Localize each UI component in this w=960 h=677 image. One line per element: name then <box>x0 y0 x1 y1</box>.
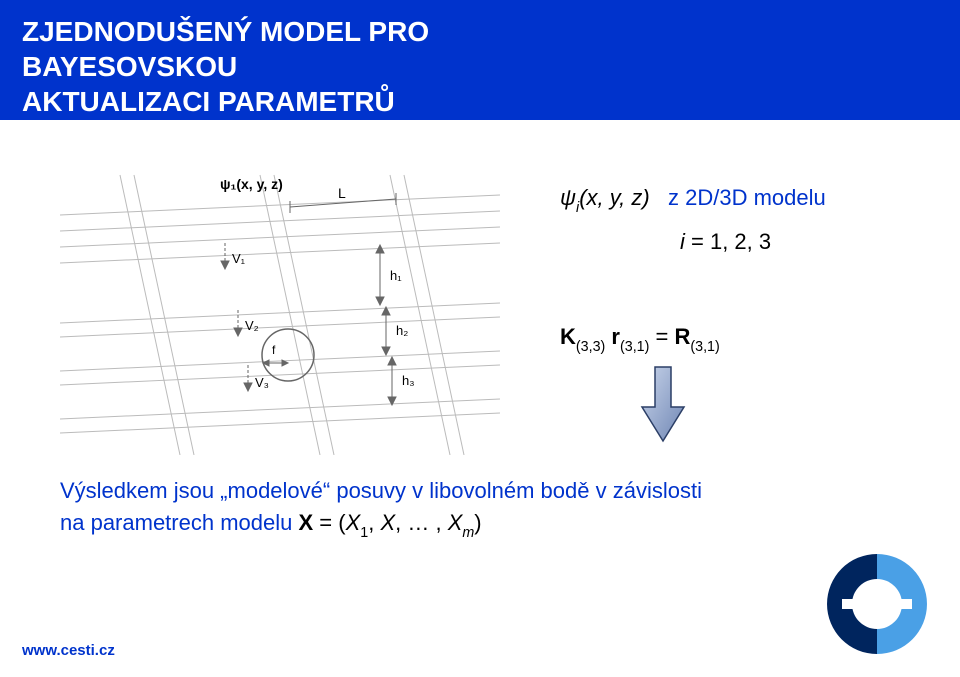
result-x-eq: X = (X1, X, … , Xm) <box>298 510 481 535</box>
psi-line: ψi(x, y, z) z 2D/3D modelu <box>560 180 920 218</box>
h1-label: h₁ <box>390 268 402 283</box>
title-line-1: ZJEDNODUŠENÝ MODEL PRO BAYESOVSKOU <box>22 16 429 82</box>
v3-label: V₃ <box>255 375 269 390</box>
tunnel-circle <box>262 329 314 381</box>
layer-diagram: f L ψ₁(x, y, z) V₁ V₂ V₃ <box>60 155 500 455</box>
v1-label: V₁ <box>232 251 246 266</box>
h3-label: h₃ <box>402 373 415 388</box>
l-label: L <box>338 185 346 201</box>
model-text: z 2D/3D modelu <box>668 185 826 210</box>
i-line: i = 1, 2, 3 <box>560 224 920 259</box>
page-title: ZJEDNODUŠENÝ MODEL PRO BAYESOVSKOU AKTUA… <box>22 14 558 119</box>
arrow-down-icon <box>640 365 686 448</box>
title-side-bar <box>580 0 960 120</box>
footer-url: www.cesti.cz <box>22 642 115 659</box>
result-line-2-prefix: na parametrech modelu <box>60 510 298 535</box>
math-block: ψi(x, y, z) z 2D/3D modelu i = 1, 2, 3 K… <box>560 180 920 358</box>
h2-label: h₂ <box>396 323 408 338</box>
layer-diagram-svg: f L ψ₁(x, y, z) V₁ V₂ V₃ <box>60 155 500 455</box>
psi-label: ψ₁(x, y, z) <box>220 176 283 192</box>
v2-label: V₂ <box>245 318 259 333</box>
f-label: f <box>272 343 276 357</box>
result-text: Výsledkem jsou „modelové“ posuvy v libov… <box>60 475 900 542</box>
matrix-eq: K(3,3) r(3,1) = R(3,1) <box>560 319 920 357</box>
brand-logo-icon <box>822 549 932 659</box>
title-bar: ZJEDNODUŠENÝ MODEL PRO BAYESOVSKOU AKTUA… <box>0 0 580 120</box>
result-line-1: Výsledkem jsou „modelové“ posuvy v libov… <box>60 478 702 503</box>
title-line-2: AKTUALIZACI PARAMETRŮ <box>22 86 395 117</box>
